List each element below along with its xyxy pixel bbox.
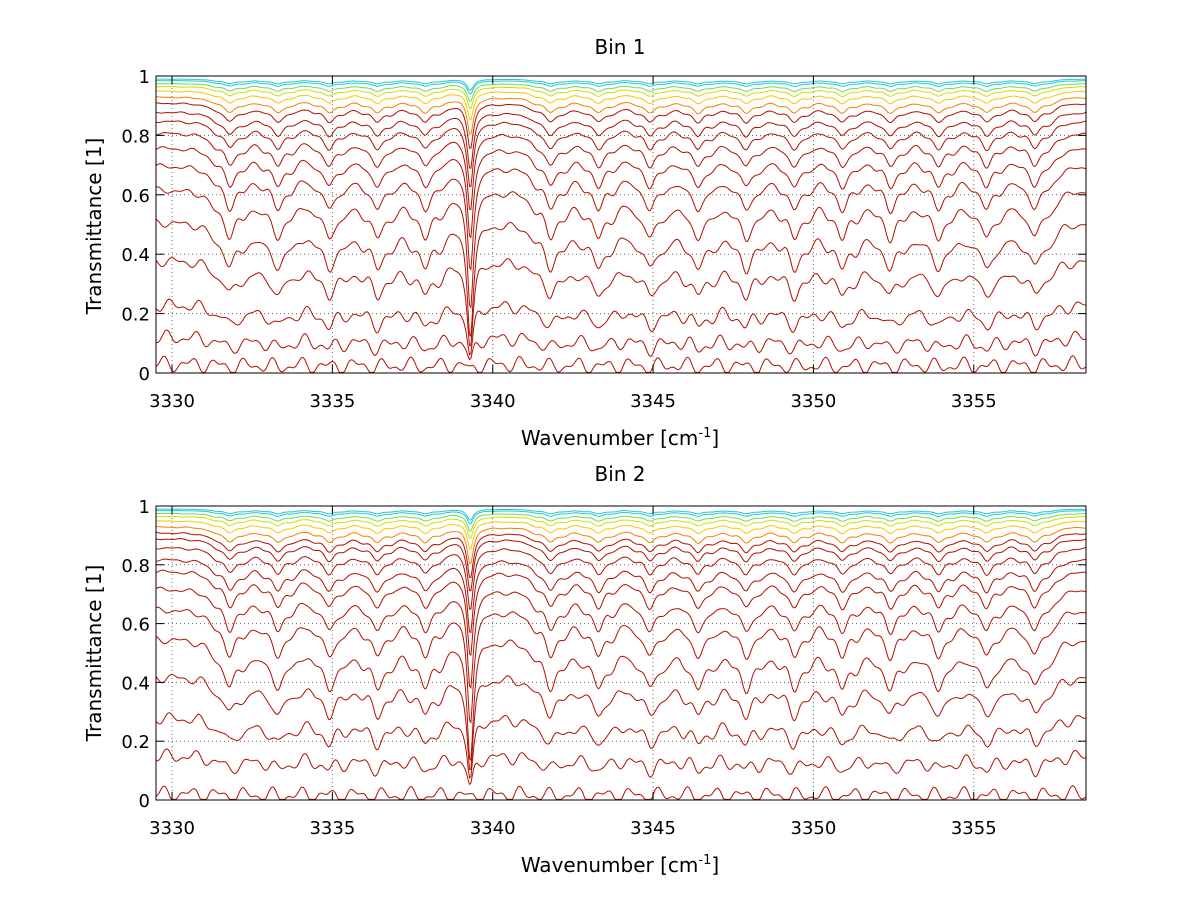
series-line [155, 513, 1086, 532]
series-lines [155, 508, 1087, 800]
series-line [156, 96, 1087, 135]
series-line [155, 329, 1087, 361]
tick-marks [156, 75, 1086, 374]
series-line [155, 90, 1087, 121]
y-tick-label: 0.8 [121, 556, 150, 577]
series-line [156, 510, 1086, 525]
x-tick-label: 3350 [791, 391, 837, 412]
x-tick-label: 3350 [791, 818, 837, 839]
chart-bin-2: Bin 2 3330 3335 3340 3345 3350 3355 0 0.2 0.4 0.… [82, 462, 1087, 877]
series-line [155, 186, 1087, 310]
series-line [155, 257, 1087, 347]
x-axis-label-superscript: -1 [698, 426, 711, 441]
series-lines [155, 78, 1087, 373]
x-tick-label: 3335 [309, 391, 355, 412]
series-line [156, 520, 1087, 550]
y-tick-label: 0.6 [121, 186, 150, 207]
series-line [155, 606, 1087, 724]
x-axis-label-text: Wavenumber [cm [521, 853, 699, 877]
x-tick-label: 3340 [470, 391, 516, 412]
x-axis-label-superscript: -1 [698, 853, 711, 868]
series-line [155, 673, 1087, 771]
grid [156, 505, 1086, 801]
x-tick-label: 3330 [149, 391, 195, 412]
x-axis-label-close: ] [711, 426, 719, 450]
chart-title: Bin 1 [594, 35, 645, 59]
x-tick-labels: 3330 3335 3340 3345 3350 3355 [149, 818, 997, 839]
y-axis-label: Transmittance [1] [82, 138, 106, 316]
series-line [155, 298, 1087, 356]
y-tick-label: 0.6 [121, 615, 150, 636]
series-line [155, 569, 1087, 656]
x-tick-label: 3345 [630, 391, 676, 412]
x-axis-label: Wavenumber [cm-1] [521, 853, 719, 877]
series-line [155, 748, 1087, 786]
series-line [155, 785, 1087, 800]
series-line [155, 636, 1087, 762]
series-line [155, 120, 1087, 188]
x-axis-label-text: Wavenumber [cm [521, 426, 699, 450]
x-tick-label: 3340 [470, 818, 516, 839]
y-tick-label: 0 [139, 791, 150, 812]
series-line [155, 526, 1087, 565]
series-line [155, 163, 1087, 271]
y-tick-label: 0.4 [121, 673, 150, 694]
chart-bin-1: Bin 1 3330 3335 3340 3345 3350 3355 0 0.2 0.4 0.… [82, 35, 1087, 450]
x-tick-label: 3345 [630, 818, 676, 839]
chart-title: Bin 2 [594, 462, 645, 486]
y-tick-label: 0.2 [121, 305, 150, 326]
series-line [155, 712, 1087, 779]
series-line [155, 146, 1087, 239]
y-tick-label: 0 [139, 364, 150, 385]
y-axis-label: Transmittance [1] [82, 565, 106, 743]
x-tick-labels: 3330 3335 3340 3345 3350 3355 [149, 391, 997, 412]
series-line [155, 586, 1087, 690]
series-line [156, 80, 1087, 95]
y-tick-label: 0.4 [121, 245, 150, 266]
x-tick-label: 3355 [951, 818, 997, 839]
series-line [155, 86, 1087, 110]
series-line [155, 218, 1087, 338]
y-tick-label: 1 [139, 497, 150, 518]
series-line [156, 78, 1086, 91]
series-line [155, 531, 1087, 579]
tick-marks [156, 505, 1086, 801]
y-tick-label: 1 [139, 67, 150, 88]
x-axis-label-close: ] [711, 853, 719, 877]
y-tick-label: 0.8 [121, 126, 150, 147]
series-line [155, 538, 1087, 592]
x-tick-label: 3335 [309, 818, 355, 839]
series-line [155, 558, 1086, 634]
series-line [155, 102, 1087, 149]
y-tick-label: 0.2 [121, 732, 150, 753]
series-line [156, 508, 1086, 521]
x-tick-label: 3355 [951, 391, 997, 412]
x-axis-label: Wavenumber [cm-1] [521, 426, 719, 450]
series-line [155, 547, 1087, 610]
series-line [156, 83, 1086, 102]
axes-frame [155, 505, 1087, 801]
x-tick-label: 3330 [149, 818, 195, 839]
series-line [155, 111, 1087, 169]
series-line [156, 515, 1087, 539]
axes-frame [155, 75, 1087, 374]
y-tick-labels: 0 0.2 0.4 0.6 0.8 1 [121, 67, 150, 385]
series-line [155, 131, 1087, 211]
y-tick-labels: 0 0.2 0.4 0.6 0.8 1 [121, 497, 150, 812]
series-line [155, 355, 1087, 373]
